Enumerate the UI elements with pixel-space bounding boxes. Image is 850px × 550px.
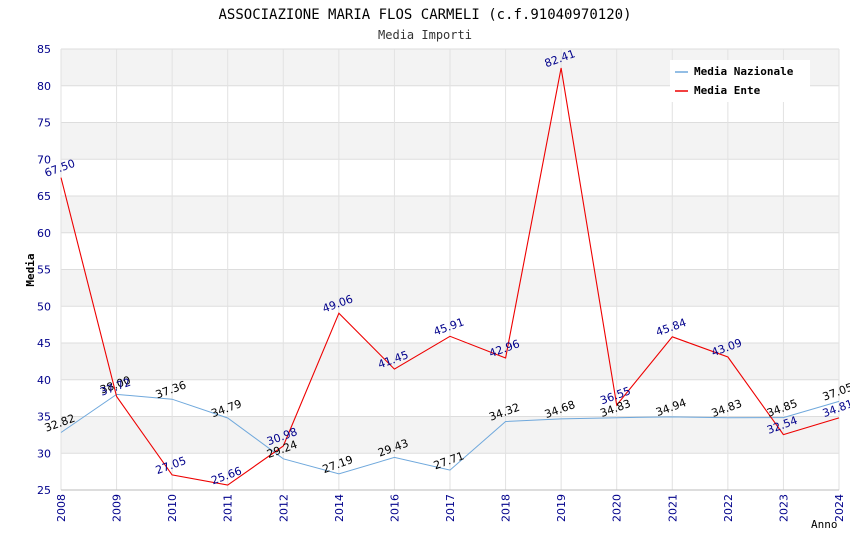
x-tick-label: 2023 [777, 494, 790, 522]
y-tick-label: 30 [37, 447, 51, 460]
y-tick-label: 60 [37, 227, 51, 240]
y-tick-label: 75 [37, 117, 51, 130]
x-tick-label: 2008 [55, 494, 68, 522]
x-tick-label: 2021 [666, 494, 679, 522]
x-tick-label: 2024 [833, 494, 846, 522]
chart-subtitle: Media Importi [378, 28, 472, 42]
chart-title: ASSOCIAZIONE MARIA FLOS CARMELI (c.f.910… [218, 7, 631, 23]
y-tick-label: 40 [37, 374, 51, 387]
y-tick-label: 80 [37, 80, 51, 93]
y-tick-label: 85 [37, 43, 51, 56]
y-tick-label: 25 [37, 484, 51, 497]
x-tick-label: 2018 [500, 494, 513, 522]
x-tick-label: 2009 [111, 494, 124, 522]
legend-background [670, 60, 810, 102]
x-tick-label: 2017 [444, 494, 457, 522]
y-tick-label: 45 [37, 337, 51, 350]
y-axis-label: Media [24, 253, 37, 286]
y-tick-labels: 25 30 35 40 45 50 55 60 65 70 75 80 85 [37, 43, 51, 497]
y-tick-label: 50 [37, 300, 51, 313]
y-tick-label: 35 [37, 411, 51, 424]
x-axis-label: Anno [811, 518, 838, 531]
x-tick-label: 2019 [555, 494, 568, 522]
x-tick-label: 2022 [722, 494, 735, 522]
x-tick-labels: 2008 2009 2010 2011 2012 2014 2016 2017 2018 2019… [55, 494, 846, 522]
y-tick-label: 65 [37, 190, 51, 203]
x-tick-label: 2012 [277, 494, 290, 522]
legend-label-nazionale: Media Nazionale [694, 65, 794, 78]
series-lines [60, 67, 840, 486]
series-line-ente [60, 67, 840, 486]
x-tick-label: 2014 [333, 494, 346, 522]
legend: Media Nazionale Media Ente [670, 60, 810, 102]
y-tick-label: 70 [37, 153, 51, 166]
grid-lines [60, 48, 840, 491]
y-tick-label: 55 [37, 264, 51, 277]
x-tick-label: 2016 [388, 494, 401, 522]
x-tick-label: 2020 [611, 494, 624, 522]
x-tick-label: 2010 [166, 494, 179, 522]
x-tick-label: 2011 [222, 494, 235, 522]
legend-label-ente: Media Ente [694, 84, 761, 97]
series-line-nazionale [60, 393, 840, 475]
